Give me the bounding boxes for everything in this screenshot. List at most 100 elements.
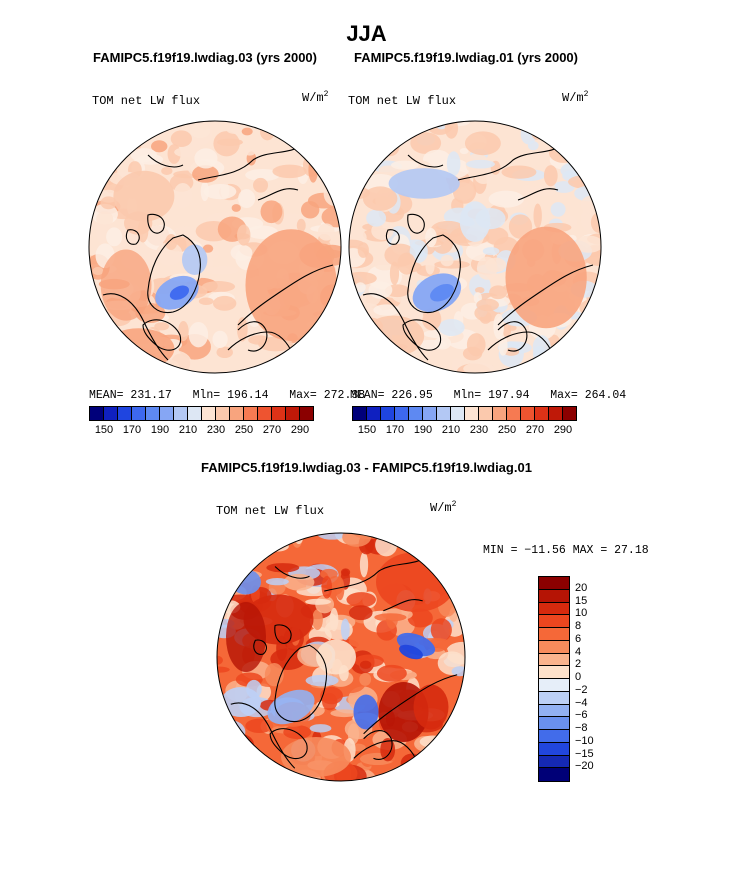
- field-cell: [575, 342, 601, 363]
- field-region: [363, 315, 425, 357]
- colorbar-swatch: [549, 407, 563, 420]
- field-cell: [444, 121, 459, 139]
- variable-label-diff: TOM net LW flux: [216, 504, 325, 518]
- field-cell: [155, 242, 183, 266]
- field-region: [113, 170, 175, 222]
- colorbar-tick-label: 170: [122, 424, 142, 436]
- field-cell: [136, 121, 168, 131]
- field-cell: [217, 138, 243, 146]
- field-cell: [520, 124, 537, 145]
- field-cell: [340, 618, 350, 641]
- field-cell: [245, 168, 280, 182]
- colorbar-tick-label: −10: [575, 734, 594, 747]
- field-cell: [223, 756, 247, 769]
- field-cell: [466, 159, 495, 169]
- field-cell: [432, 774, 448, 781]
- field-cell: [413, 533, 440, 546]
- field-cell: [265, 578, 289, 586]
- colorbar-swatch: [286, 407, 300, 420]
- field-cell: [397, 252, 416, 275]
- colorbar-swatch: [90, 407, 104, 420]
- colorbar-tick-label: 210: [441, 424, 461, 436]
- colorbar-right: [352, 406, 577, 421]
- field-cell: [409, 239, 428, 263]
- coastline: [147, 234, 201, 314]
- field-cell: [410, 132, 442, 154]
- field-cell: [304, 341, 324, 366]
- field-cell: [229, 734, 255, 759]
- units-label-right: W/m2: [562, 90, 589, 105]
- field-cell: [89, 335, 112, 350]
- field-cell: [260, 533, 284, 542]
- field-cell: [92, 324, 110, 334]
- field-cell: [170, 130, 192, 148]
- field-cell: [89, 295, 103, 319]
- field-cell: [466, 333, 486, 357]
- field-cell: [89, 171, 108, 182]
- coastline: [230, 702, 296, 769]
- variable-label-right: TOM net LW flux: [348, 94, 457, 108]
- field-cell: [579, 130, 592, 149]
- field-cell: [137, 219, 149, 243]
- field-cell: [335, 576, 345, 601]
- field-cell: [178, 321, 189, 342]
- field-cell: [574, 235, 601, 253]
- colorbar-swatch: [174, 407, 188, 420]
- field-cell: [309, 724, 332, 733]
- field-region: [413, 684, 449, 730]
- field-cell: [260, 537, 288, 546]
- colorbar-tick-label: −8: [575, 722, 588, 735]
- polar-map-left: [88, 120, 342, 374]
- field-cell: [312, 609, 323, 631]
- map-border: [216, 532, 466, 782]
- colorbar-swatch: [535, 407, 549, 420]
- field-region: [459, 201, 491, 242]
- field-cell: [217, 533, 241, 551]
- colorbar-left: [89, 406, 314, 421]
- field-layer: [89, 121, 341, 373]
- field-cell: [150, 140, 168, 153]
- field-cell: [558, 130, 583, 138]
- coastline: [363, 730, 393, 760]
- field-cell: [371, 121, 387, 137]
- colorbar-swatch: [353, 407, 367, 420]
- field-cell: [439, 747, 458, 762]
- coastline: [362, 293, 429, 361]
- field-cell: [370, 533, 400, 538]
- stats-left: MEAN= 231.17 Mln= 196.14 Max= 272.38: [89, 389, 366, 402]
- field-cell: [198, 297, 214, 305]
- field-cell: [260, 200, 283, 224]
- colorbar-tick-label: −2: [575, 683, 588, 696]
- colorbar-swatch: [132, 407, 146, 420]
- field-cell: [111, 122, 138, 130]
- field-cell: [459, 147, 469, 155]
- colorbar-tick-label: 250: [497, 424, 517, 436]
- field-cell: [217, 666, 230, 673]
- field-cell: [192, 165, 219, 183]
- field-cell: [217, 733, 246, 757]
- field-cell: [493, 313, 505, 340]
- colorbar-tick-label: 4: [575, 645, 582, 658]
- field-cell: [550, 202, 566, 217]
- field-cell: [206, 266, 239, 275]
- field-cell: [443, 570, 465, 581]
- field-cell: [460, 607, 465, 628]
- field-cell: [283, 573, 315, 591]
- field-cell: [488, 190, 525, 208]
- field-cell: [362, 186, 398, 211]
- field-cell: [417, 760, 453, 769]
- colorbar-tick-label: 250: [234, 424, 254, 436]
- field-cell: [202, 244, 214, 253]
- colorbar-tick-label: 10: [575, 607, 588, 620]
- colorbar-tick-label: 150: [357, 424, 377, 436]
- field-cell: [498, 336, 508, 356]
- field-cell: [353, 138, 383, 164]
- field-cell: [246, 764, 280, 781]
- field-region: [430, 283, 454, 302]
- field-cell: [429, 761, 451, 771]
- colorbar-swatch: [563, 407, 576, 420]
- field-cell: [390, 160, 419, 170]
- colorbar-tick-label: 270: [525, 424, 545, 436]
- coastline-layer: [362, 144, 594, 361]
